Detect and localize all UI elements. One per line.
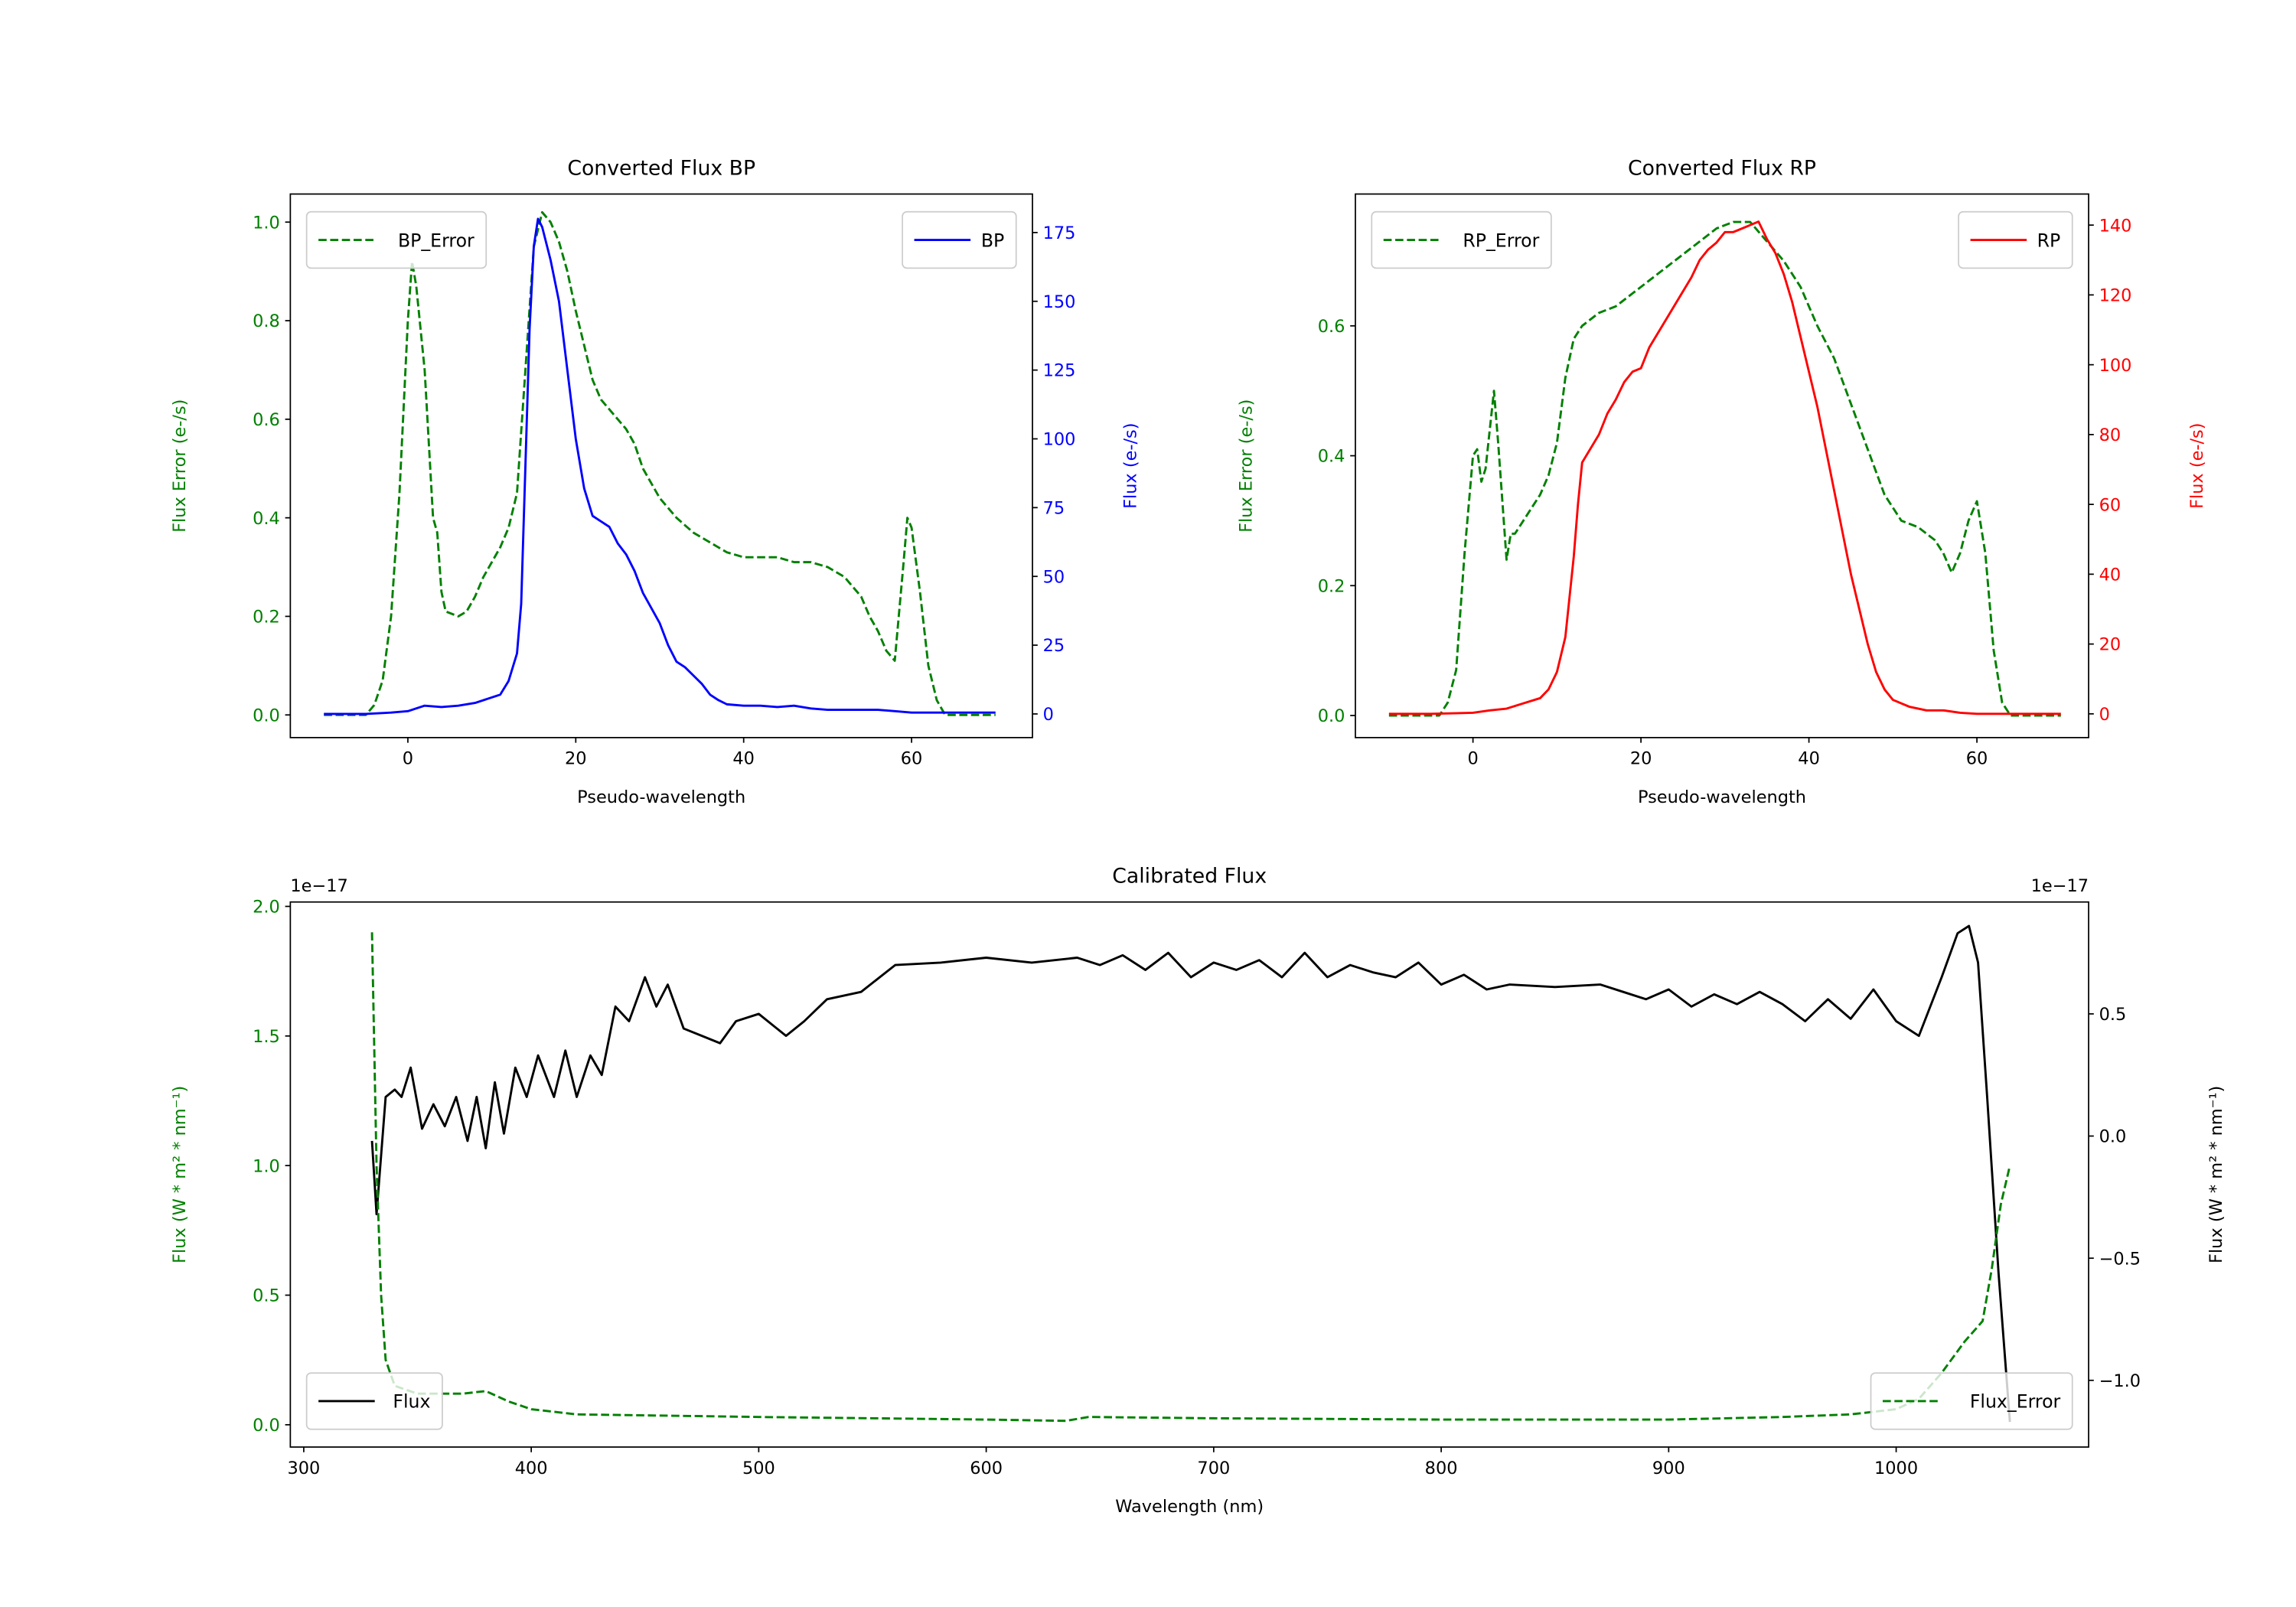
y-right-axis-label: Flux (e-/s): [1121, 422, 1141, 508]
y-right-axis-label: Flux (W * m² * nm⁻¹): [2206, 1086, 2226, 1263]
x-tick-label: 800: [1425, 1459, 1458, 1478]
y-left-tick-label: 0.0: [1318, 706, 1345, 726]
y-left-tick-label: 0.4: [1318, 447, 1345, 467]
y-right-tick-label: 80: [2099, 425, 2122, 445]
flux-error-legend: Flux_Error: [1870, 1372, 2073, 1430]
y-right-tick-label: 20: [2099, 635, 2122, 655]
y-right-tick-label: 100: [2099, 356, 2132, 376]
y-left-tick-label: 1.0: [253, 213, 280, 233]
y-left-tick-label: 2.0: [253, 898, 280, 918]
y-right-tick-label: −0.5: [2099, 1249, 2141, 1269]
legend-label: Flux: [393, 1391, 430, 1413]
y-right-tick-label: 0: [2099, 705, 2110, 725]
y-left-axis-label: Flux Error (e-/s): [1236, 399, 1256, 533]
legend-label: RP: [2037, 230, 2061, 251]
legend-box: [1371, 210, 1552, 269]
x-axis-label: Wavelength (nm): [1115, 1497, 1264, 1517]
y-left-tick-label: 0.8: [253, 311, 280, 331]
x-tick-label: 20: [1630, 749, 1652, 769]
x-tick-label: 600: [970, 1459, 1003, 1478]
x-tick-label: 400: [515, 1459, 548, 1478]
x-tick-label: 0: [403, 749, 413, 769]
y-right-tick-label: 140: [2099, 216, 2132, 236]
y-left-tick-label: 0.2: [1318, 576, 1345, 596]
legend-label: RP_Error: [1463, 230, 1539, 251]
flux-line: [370, 924, 2011, 1423]
flux-legend: Flux: [305, 1372, 443, 1430]
y-left-tick-label: 0.4: [253, 509, 280, 529]
bp-legend: BP: [902, 210, 1017, 269]
y-left-tick-label: 0.0: [253, 706, 280, 725]
x-tick-label: 1000: [1874, 1459, 1918, 1478]
axes-frame: [289, 901, 2089, 1448]
x-axis-label: Pseudo-wavelength: [577, 787, 745, 807]
x-tick-label: 900: [1652, 1459, 1685, 1478]
y-left-tick-label: 0.5: [253, 1286, 280, 1306]
x-tick-label: 700: [1197, 1459, 1230, 1478]
y-right-offset-text: 1e−17: [2031, 876, 2089, 896]
legend-box: [305, 210, 488, 269]
y-right-tick-label: 60: [2099, 495, 2122, 515]
x-tick-label: 300: [287, 1459, 320, 1478]
chart-title: Calibrated Flux: [1112, 865, 1267, 888]
axes-frame: [1355, 193, 2089, 738]
y-right-tick-label: 0: [1043, 705, 1054, 725]
y-left-tick-label: 0.2: [253, 608, 280, 627]
y-right-tick-label: 75: [1043, 498, 1065, 518]
y-left-axis-label: Flux Error (e-/s): [170, 399, 190, 533]
x-tick-label: 60: [901, 749, 923, 769]
rp-legend: RP: [1958, 210, 2073, 269]
y-right-tick-label: 40: [2099, 565, 2122, 585]
y-right-axis-label: Flux (e-/s): [2187, 422, 2207, 508]
bp-error-legend: BP_Error: [305, 210, 488, 269]
x-tick-label: 40: [1798, 749, 1820, 769]
rp-axes: 0 20 40 60 0.0 0.2 0.4 0.6 0 20 40 60 80 100 120 140 Con…: [1236, 156, 2207, 807]
y-left-tick-label: 0.6: [1318, 317, 1345, 337]
rp-error-legend: RP_Error: [1371, 210, 1552, 269]
y-right-tick-label: 120: [2099, 286, 2132, 306]
y-right-tick-label: 175: [1043, 223, 1076, 243]
y-left-tick-label: 0.6: [253, 410, 280, 430]
y-right-tick-label: 125: [1043, 361, 1076, 381]
legend-label: BP_Error: [398, 230, 475, 251]
y-right-tick-label: 0.0: [2099, 1127, 2127, 1147]
y-right-tick-label: 50: [1043, 567, 1065, 587]
x-tick-label: 40: [732, 749, 755, 769]
y-left-offset-text: 1e−17: [290, 876, 347, 896]
legend-label: Flux_Error: [1970, 1391, 2061, 1413]
bp-line: [324, 217, 996, 715]
y-right-tick-label: 0.5: [2099, 1005, 2127, 1025]
x-tick-label: 60: [1966, 749, 1988, 769]
y-left-tick-label: 1.0: [253, 1156, 280, 1176]
x-tick-label: 0: [1467, 749, 1478, 769]
chart-title: Converted Flux RP: [1628, 156, 1816, 180]
cal-axes: 300 400 500 600 700 800 900 1000 0.0 0.5 1.0 1.5 2.0…: [170, 865, 2226, 1517]
x-axis-label: Pseudo-wavelength: [1638, 787, 1806, 807]
legend-label: BP: [981, 230, 1004, 251]
flux-error-line: [370, 932, 2011, 1423]
bp-error-line: [324, 210, 996, 716]
bp-axes: 0 20 40 60 0.0 0.2 0.4 0.6 0.8 1.0 0 25 50 75 100 125 15…: [170, 156, 1141, 807]
axes-frame: [289, 193, 1033, 738]
y-right-tick-label: 150: [1043, 292, 1076, 312]
legend-box: [1870, 1372, 2073, 1430]
chart-title: Converted Flux BP: [567, 156, 755, 180]
x-tick-label: 20: [565, 749, 587, 769]
y-left-tick-label: 0.0: [253, 1416, 280, 1436]
y-left-tick-label: 1.5: [253, 1027, 280, 1047]
y-right-tick-label: 100: [1043, 430, 1076, 450]
x-tick-label: 500: [742, 1459, 775, 1478]
rp-error-line: [1388, 220, 2061, 717]
y-left-axis-label: Flux (W * m² * nm⁻¹): [170, 1086, 190, 1263]
y-right-tick-label: −1.0: [2099, 1371, 2141, 1391]
y-right-tick-label: 25: [1043, 636, 1065, 656]
rp-line: [1388, 220, 2061, 715]
